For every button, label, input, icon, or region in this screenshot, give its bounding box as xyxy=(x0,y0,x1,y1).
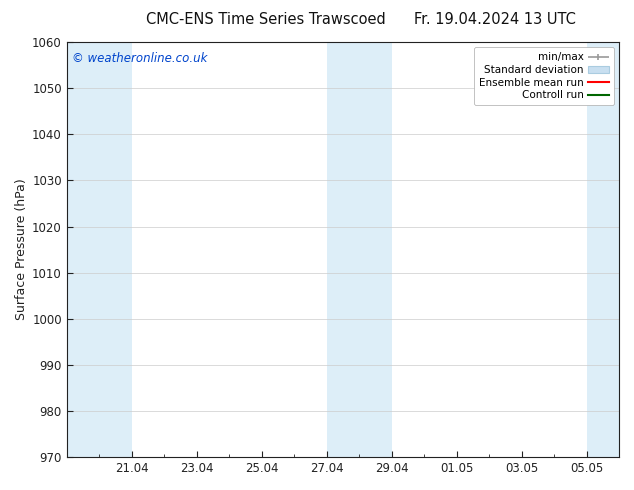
Bar xyxy=(586,42,619,457)
Text: Fr. 19.04.2024 13 UTC: Fr. 19.04.2024 13 UTC xyxy=(413,12,576,27)
Text: © weatheronline.co.uk: © weatheronline.co.uk xyxy=(72,52,208,66)
Bar xyxy=(359,42,392,457)
Bar xyxy=(327,42,359,457)
Legend: min/max, Standard deviation, Ensemble mean run, Controll run: min/max, Standard deviation, Ensemble me… xyxy=(474,47,614,105)
Bar xyxy=(67,42,100,457)
Y-axis label: Surface Pressure (hPa): Surface Pressure (hPa) xyxy=(15,179,28,320)
Text: CMC-ENS Time Series Trawscoed: CMC-ENS Time Series Trawscoed xyxy=(146,12,386,27)
Bar xyxy=(100,42,132,457)
